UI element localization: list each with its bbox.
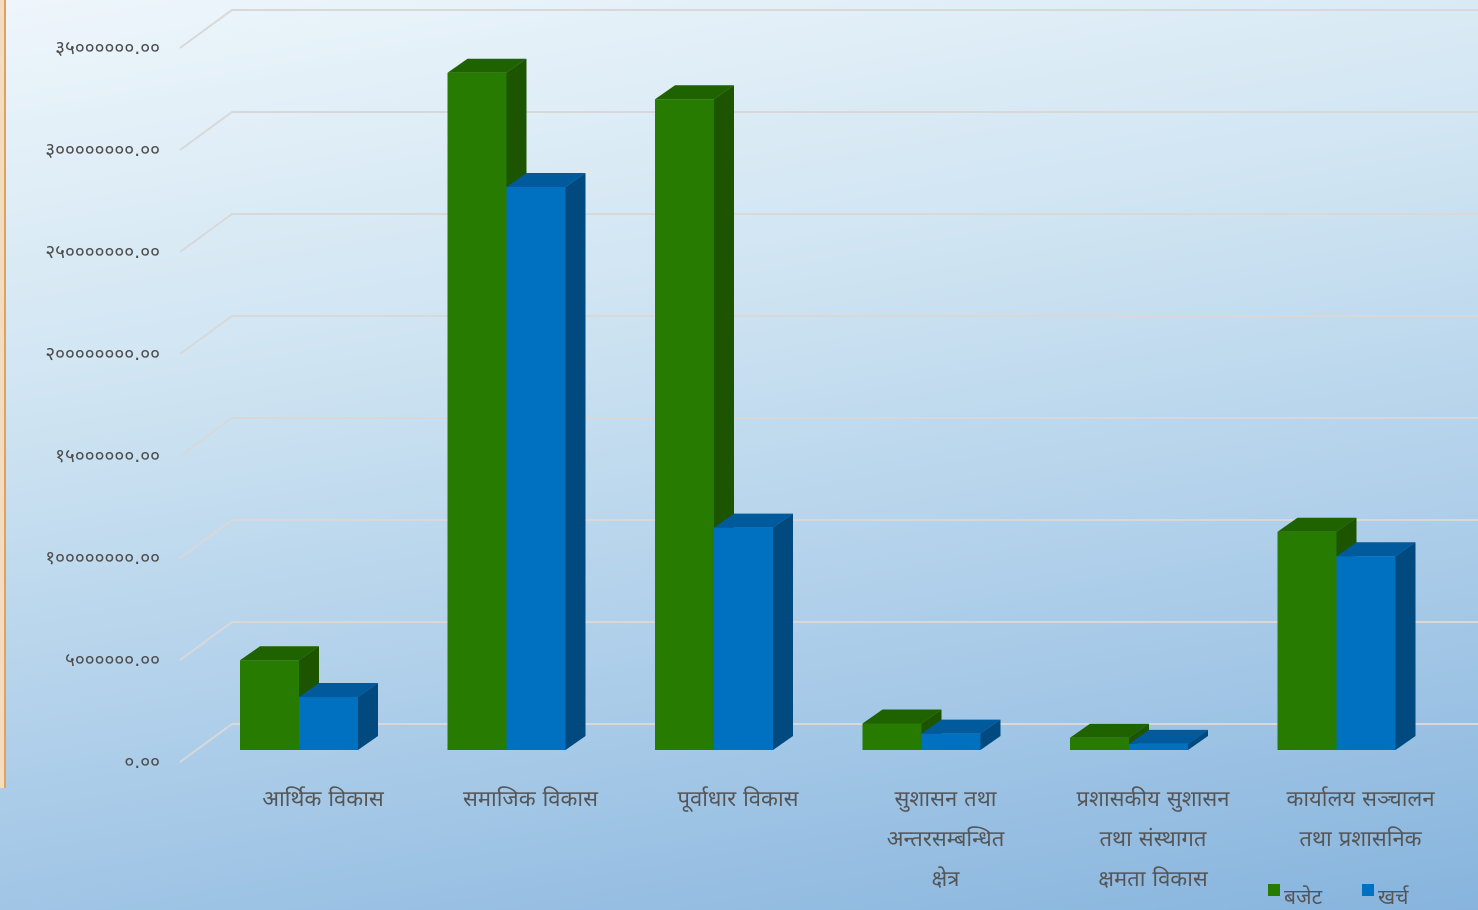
bar-budget	[240, 660, 299, 750]
y-tick-label: १५००००००.००	[55, 445, 160, 467]
bar-expense	[1336, 556, 1396, 750]
bar-side	[980, 719, 1001, 750]
x-category-label: तथा प्रशासनिक	[1299, 826, 1422, 852]
bar-budget	[862, 723, 922, 750]
bar-expense	[921, 733, 981, 750]
gridline	[179, 213, 1478, 253]
gridline	[179, 315, 1478, 355]
bar-top	[506, 172, 586, 187]
bar-top	[1129, 729, 1208, 744]
gridline	[179, 621, 1478, 661]
gridline	[179, 417, 1478, 457]
x-category-label: प्रशासकीय सुशासन	[1076, 786, 1230, 812]
y-tick-label: ३००००००००.००	[45, 139, 160, 161]
bar-budget	[447, 72, 507, 751]
legend-label: खर्च	[1378, 885, 1410, 909]
bar-top	[921, 719, 1001, 734]
y-tick-label: ५००००००.००	[65, 649, 160, 671]
bar-expense	[1129, 743, 1188, 750]
x-category-label: समाजिक विकास	[463, 786, 599, 812]
bar-side	[358, 682, 378, 750]
x-category-label: पूर्वाधार विकास	[677, 786, 799, 813]
legend-swatch	[1268, 884, 1280, 896]
bar-expense	[714, 527, 773, 750]
bar-top	[240, 646, 319, 661]
y-tick-label: ३५००००००.००	[55, 37, 160, 59]
x-category-label: तथा संस्थागत	[1100, 827, 1207, 852]
x-category-label: क्षेत्र	[932, 866, 961, 892]
bar-expense	[506, 186, 566, 750]
gridline	[179, 9, 1478, 49]
bar-expense	[299, 696, 358, 750]
x-category-label: कार्यालय सञ्चालन	[1286, 786, 1435, 812]
bar-top	[447, 58, 527, 73]
x-category-label: क्षमता विकास	[1098, 866, 1209, 892]
bar-budget	[655, 99, 714, 751]
bar-top	[1070, 723, 1149, 738]
bar-top	[655, 85, 734, 100]
y-tick-label: २००००००००.००	[45, 343, 160, 365]
bar-side	[1188, 729, 1208, 750]
gridline	[179, 723, 1478, 763]
gridline	[179, 111, 1478, 151]
bar-budget	[1277, 531, 1337, 750]
bar-side	[565, 172, 586, 750]
x-category-label: अन्तरसम्बन्धित	[887, 826, 1005, 852]
left-edge-panel	[0, 0, 6, 788]
x-category-label: आर्थिक विकास	[262, 786, 385, 812]
bar-top	[714, 513, 793, 528]
y-tick-label: २५०००००००.००	[45, 241, 160, 263]
bar-top	[1277, 517, 1357, 532]
legend-label: बजेट	[1284, 885, 1323, 909]
bar-side	[773, 513, 793, 750]
bar-side	[1395, 542, 1416, 750]
legend-swatch	[1362, 884, 1374, 896]
bar-top	[1336, 542, 1416, 557]
y-tick-label: ०.००	[124, 751, 160, 773]
x-category-label: सुशासन तथा	[895, 787, 997, 812]
bar-top	[299, 682, 378, 697]
bar-top	[862, 709, 942, 724]
gridline	[179, 519, 1478, 559]
y-tick-label: १००००००००.००	[45, 547, 160, 569]
bar-budget	[1070, 737, 1129, 750]
